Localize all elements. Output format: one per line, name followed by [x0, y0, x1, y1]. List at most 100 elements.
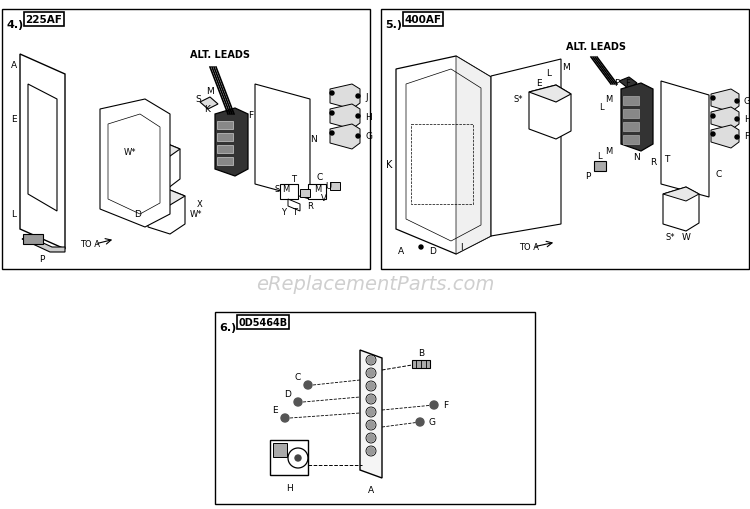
Polygon shape [140, 143, 180, 162]
Text: G: G [365, 132, 372, 141]
Polygon shape [396, 57, 491, 255]
Text: X: X [197, 200, 202, 209]
Text: H: H [286, 484, 292, 493]
Text: 6.): 6.) [219, 322, 236, 332]
Circle shape [368, 421, 374, 429]
Bar [330, 183, 340, 191]
Text: R: R [650, 158, 656, 167]
Bar [217, 146, 233, 154]
Text: E: E [11, 115, 16, 124]
Text: E: E [536, 78, 542, 88]
Polygon shape [529, 86, 571, 140]
Text: S*: S* [666, 233, 676, 242]
Polygon shape [330, 105, 360, 130]
Text: W: W [682, 233, 691, 242]
Text: T: T [292, 208, 298, 217]
Polygon shape [215, 109, 248, 177]
Text: K: K [204, 105, 210, 115]
Polygon shape [663, 188, 699, 232]
Text: M: M [314, 185, 322, 194]
Circle shape [430, 401, 438, 409]
Text: H: H [365, 112, 372, 121]
Text: Y: Y [281, 208, 286, 217]
Text: L: L [598, 103, 603, 112]
Circle shape [711, 115, 715, 119]
Polygon shape [619, 78, 637, 90]
Text: R: R [307, 202, 313, 211]
Polygon shape [661, 82, 709, 197]
Text: F: F [626, 79, 631, 89]
Circle shape [735, 100, 739, 104]
Text: A: A [368, 486, 374, 495]
Text: S*: S* [513, 95, 523, 104]
Bar [594, 162, 606, 172]
Bar [217, 122, 233, 130]
Text: N: N [632, 153, 639, 162]
Bar [623, 123, 639, 132]
Text: 4.): 4.) [6, 20, 23, 30]
Text: E: E [272, 406, 278, 415]
Circle shape [711, 97, 715, 101]
Text: 0D5464B: 0D5464B [238, 318, 287, 327]
Text: N: N [310, 135, 316, 144]
Circle shape [368, 447, 374, 455]
Text: M: M [605, 147, 613, 156]
Text: D: D [284, 390, 292, 399]
Text: B: B [418, 349, 424, 358]
Circle shape [304, 381, 312, 389]
Bar [300, 190, 310, 197]
Bar [308, 185, 326, 200]
Text: F: F [614, 79, 620, 89]
Text: ALT. LEADS: ALT. LEADS [566, 42, 626, 52]
Circle shape [419, 245, 423, 249]
Polygon shape [200, 98, 218, 110]
Polygon shape [20, 55, 65, 249]
Bar [215, 313, 535, 504]
Polygon shape [330, 85, 360, 110]
Polygon shape [711, 108, 739, 131]
Bar [280, 185, 298, 200]
Circle shape [356, 95, 360, 99]
Text: I: I [460, 243, 462, 252]
Text: M: M [605, 94, 613, 103]
Text: F: F [744, 132, 749, 141]
Text: G: G [744, 96, 750, 105]
Bar [403, 13, 443, 27]
Text: D: D [134, 210, 142, 219]
Polygon shape [491, 60, 561, 237]
Polygon shape [100, 100, 170, 228]
Text: TO A: TO A [519, 243, 539, 252]
Polygon shape [711, 90, 739, 113]
Text: U: U [325, 182, 331, 191]
Text: W*: W* [124, 148, 136, 157]
Text: 225AF: 225AF [26, 15, 62, 25]
Text: C: C [715, 170, 722, 179]
Circle shape [330, 132, 334, 136]
Text: ALT. LEADS: ALT. LEADS [190, 50, 250, 60]
Bar [381, 10, 749, 269]
Bar [623, 110, 639, 119]
Text: 5.): 5.) [385, 20, 402, 30]
Bar [411, 125, 473, 205]
Text: H: H [744, 115, 750, 123]
Bar [217, 134, 233, 142]
Bar [623, 97, 639, 106]
Text: M: M [562, 63, 570, 71]
Text: F: F [443, 401, 448, 410]
Text: C: C [295, 373, 302, 382]
Bar [412, 360, 430, 369]
Text: L: L [547, 68, 551, 77]
Text: J: J [365, 92, 368, 101]
Circle shape [735, 136, 739, 140]
Text: P: P [585, 172, 591, 181]
Text: F: F [248, 110, 254, 119]
Text: C: C [316, 173, 322, 182]
Circle shape [711, 133, 715, 137]
Text: T: T [664, 155, 670, 164]
Circle shape [368, 357, 374, 364]
Polygon shape [663, 188, 699, 202]
Circle shape [330, 92, 334, 96]
Text: TO A: TO A [80, 240, 100, 249]
Text: L: L [597, 152, 602, 161]
Text: M: M [206, 88, 214, 96]
